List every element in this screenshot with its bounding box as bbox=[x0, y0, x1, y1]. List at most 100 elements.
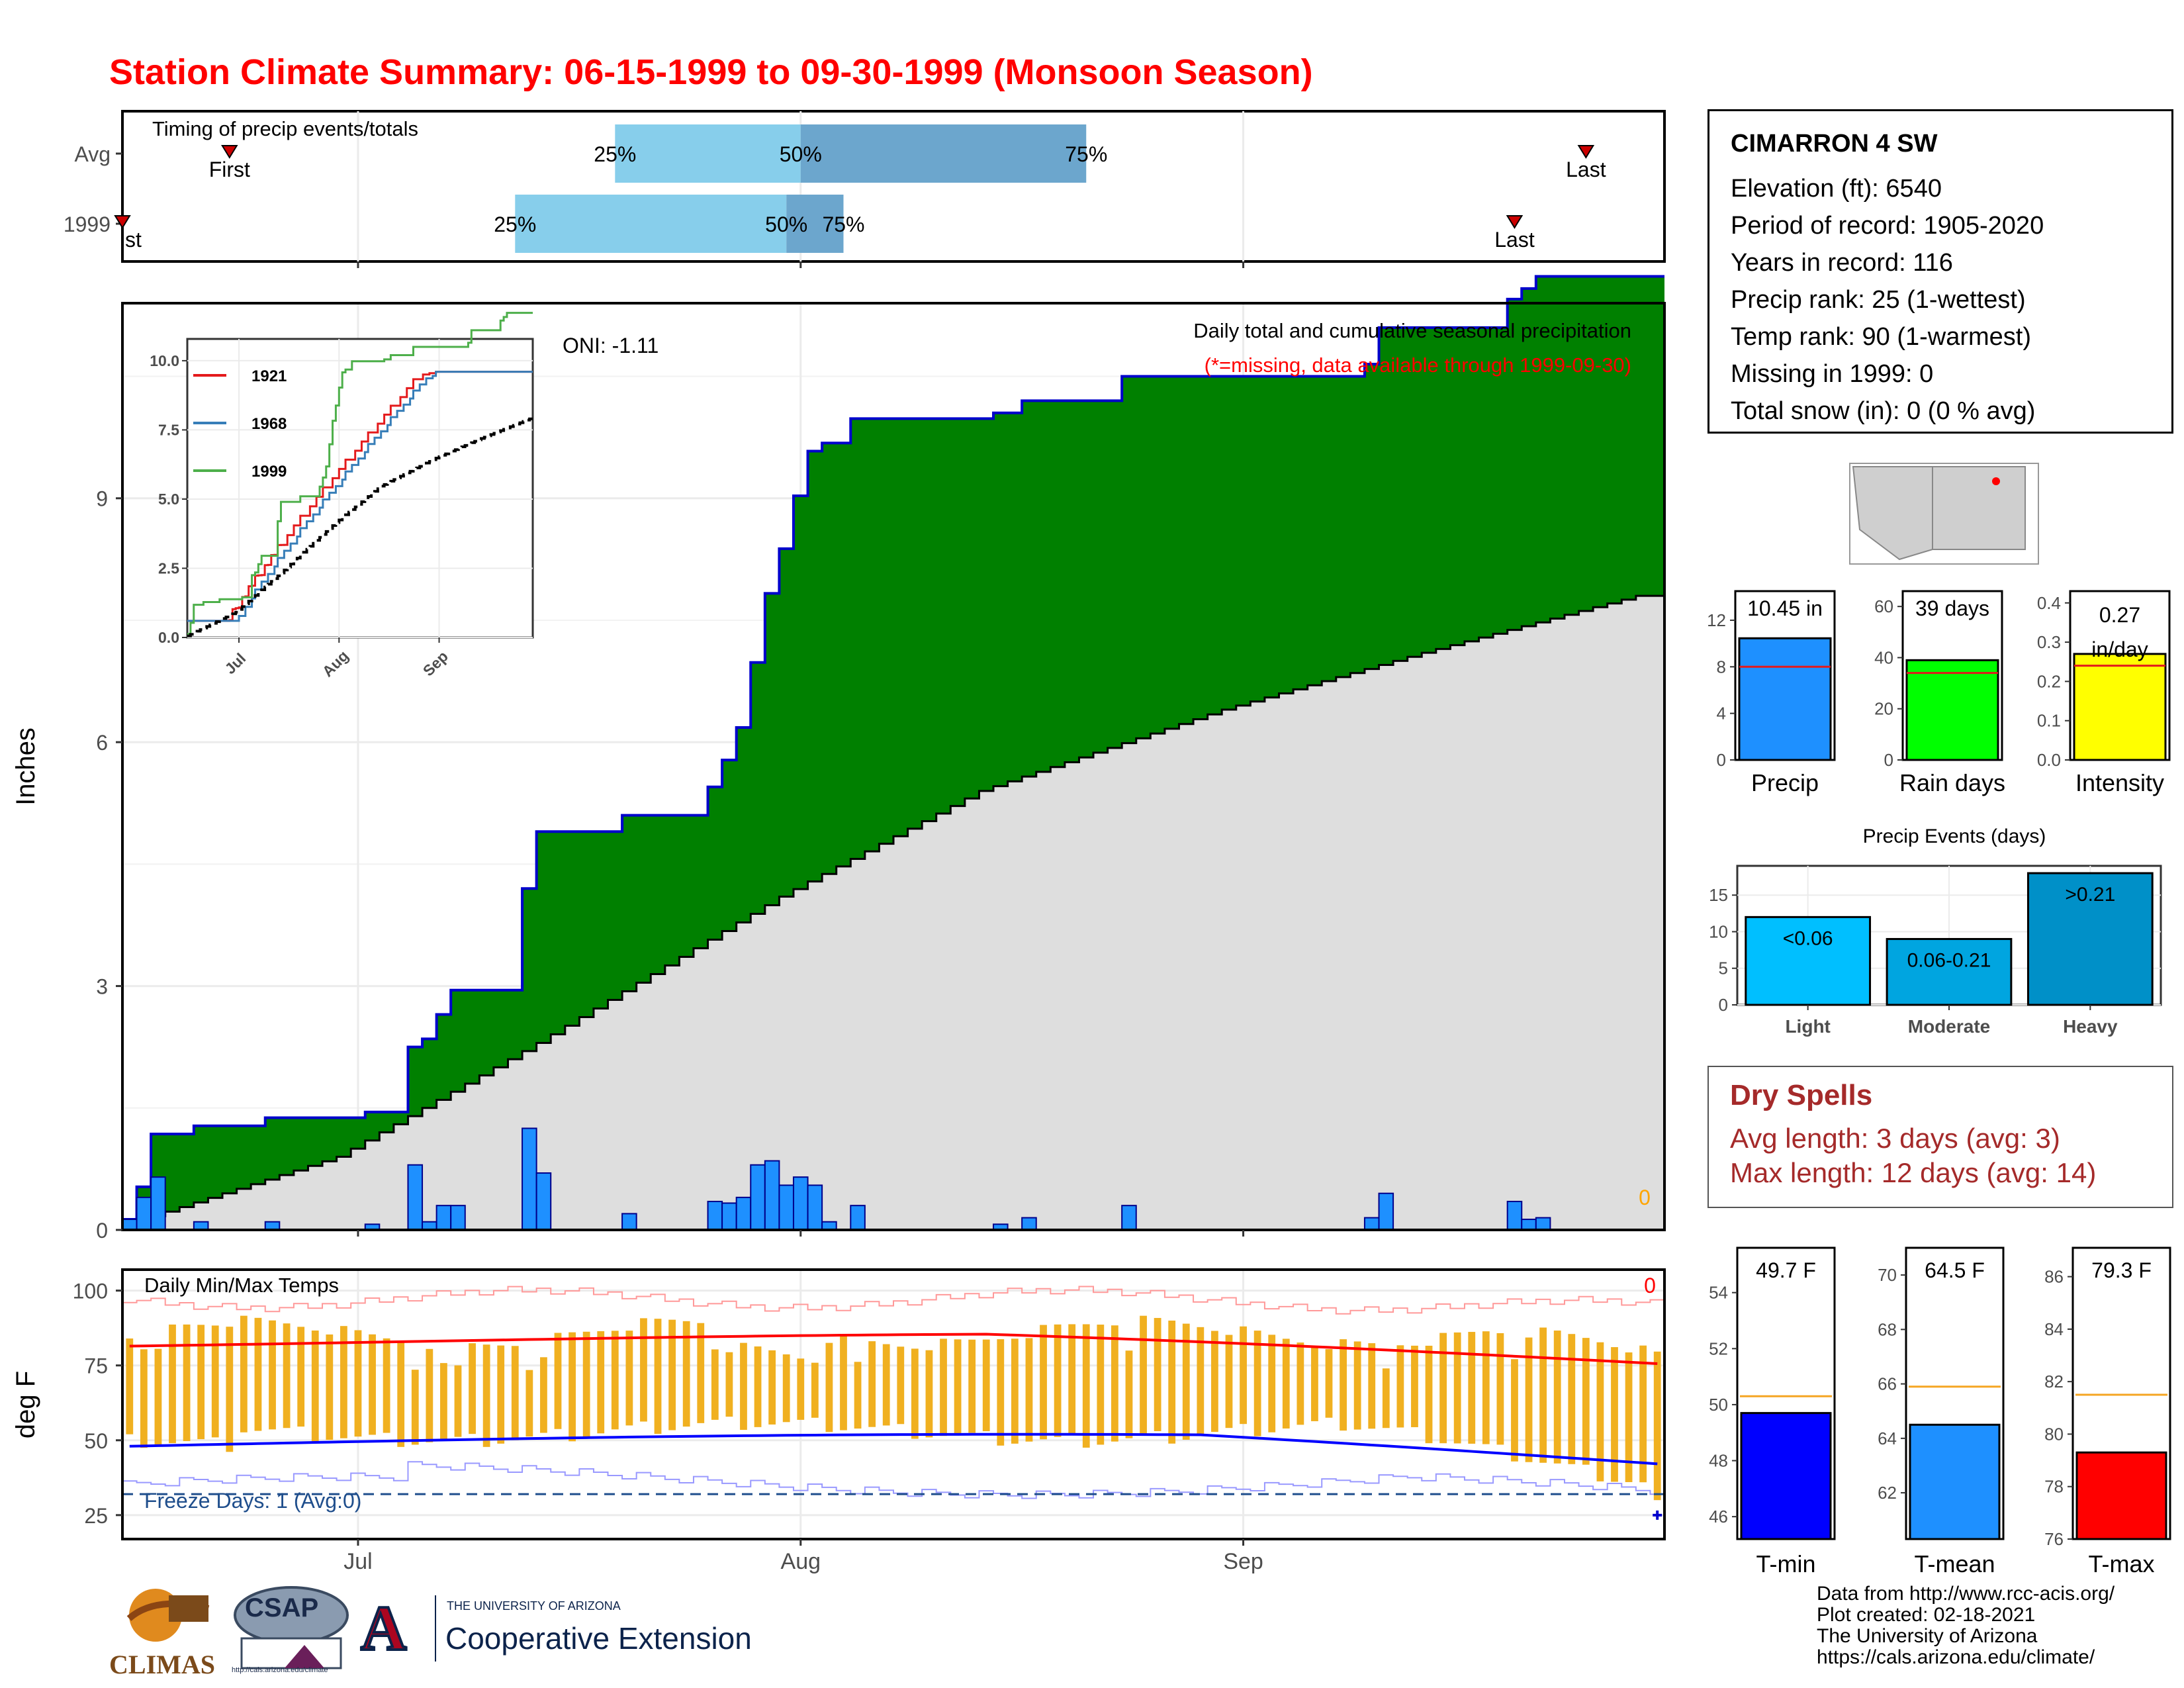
temp-summary-bar bbox=[1909, 1423, 2001, 1540]
daily-temp-bar bbox=[269, 1320, 276, 1430]
temps-panel-bg bbox=[122, 1270, 1664, 1539]
daily-temp-bar bbox=[497, 1345, 505, 1444]
temps-x-tick-label: Jul bbox=[343, 1549, 372, 1574]
precip-y-tick-label: 3 bbox=[96, 975, 108, 999]
precip-events-title: Precip Events (days) bbox=[1863, 825, 2046, 847]
timing-first-marker bbox=[221, 145, 238, 159]
inset-legend-label: 1968 bbox=[251, 415, 287, 433]
daily-temp-bar bbox=[1240, 1326, 1247, 1425]
daily-precip-bar bbox=[721, 1202, 737, 1231]
daily-temp-bar bbox=[369, 1334, 376, 1435]
station-info-box: CIMARRON 4 SW Elevation (ft): 6540 Perio… bbox=[1707, 109, 2173, 434]
daily-temp-bar bbox=[140, 1349, 148, 1448]
oni-label: ONI: -1.11 bbox=[563, 334, 659, 357]
timing-bar-q50-q75 bbox=[786, 195, 844, 253]
daily-temp-bar bbox=[511, 1346, 519, 1440]
daily-temp-bar bbox=[126, 1338, 134, 1434]
freeze-day-marker bbox=[1653, 1510, 1662, 1520]
summary-y-tick-label: 60 bbox=[1874, 596, 1893, 616]
daily-temp-bar bbox=[797, 1358, 805, 1420]
precip-normal-line bbox=[122, 594, 1664, 1227]
summary-bar bbox=[2073, 653, 2167, 761]
daily-temp-bar bbox=[354, 1330, 362, 1437]
precip-y-tick-label: 6 bbox=[96, 731, 108, 755]
temp-summary-y-tick-label: 52 bbox=[1709, 1338, 1728, 1358]
daily-temp-bar bbox=[469, 1343, 476, 1434]
precip-events-bar bbox=[1886, 938, 2013, 1006]
daily-temp-bar bbox=[1553, 1331, 1561, 1464]
daily-temp-bar bbox=[183, 1324, 191, 1442]
precip-y-tick-label: 0 bbox=[96, 1219, 108, 1243]
dry-spells-title: Dry Spells bbox=[1730, 1079, 1873, 1111]
daily-temp-bar bbox=[868, 1341, 876, 1427]
daily-temp-bar bbox=[768, 1350, 776, 1425]
inset-y-tick-label: 0.0 bbox=[158, 629, 179, 646]
daily-temp-bar bbox=[440, 1363, 447, 1440]
station-precip-rank: Precip rank: 25 (1-wettest) bbox=[1731, 286, 2026, 314]
footer-credits: Data from http://www.rcc-acis.org/ Plot … bbox=[1817, 1583, 2115, 1668]
daily-temp-bar bbox=[1340, 1339, 1347, 1431]
precip-events-y-tick-label: 15 bbox=[1709, 885, 1728, 905]
daily-temp-bar bbox=[982, 1339, 990, 1432]
precip-chart-title: Daily total and cumulative seasonal prec… bbox=[1193, 319, 1631, 342]
daily-precip-bar bbox=[621, 1213, 637, 1231]
precip-events-y-tick-label: 5 bbox=[1719, 959, 1728, 978]
daily-temp-bar bbox=[1182, 1323, 1190, 1440]
daily-precip-bar bbox=[1121, 1205, 1137, 1231]
daily-precip-bar bbox=[535, 1172, 552, 1231]
daily-temp-bar bbox=[1368, 1343, 1376, 1429]
temp-summary-y-tick-label: 76 bbox=[2044, 1529, 2064, 1549]
daily-temp-bar bbox=[1482, 1331, 1490, 1444]
precip-panel-frame bbox=[121, 302, 1666, 1231]
climas-logo: CLIMAS bbox=[109, 1582, 218, 1679]
precip-events-y-tick-label: 10 bbox=[1709, 921, 1728, 941]
climas-logo-mark bbox=[126, 1589, 210, 1642]
station-period: Period of record: 1905-2020 bbox=[1731, 212, 2044, 240]
inset-series-line bbox=[187, 312, 533, 635]
inset-normal-line bbox=[187, 417, 533, 637]
daily-temp-bar bbox=[1140, 1315, 1147, 1435]
timing-bar-q50-q75 bbox=[800, 124, 1087, 183]
daily-temp-bar bbox=[725, 1352, 733, 1417]
temps-missing-count: 0 bbox=[1644, 1274, 1656, 1297]
station-elevation: Elevation (ft): 6540 bbox=[1731, 175, 1942, 203]
ua-logo-letter: A bbox=[359, 1591, 408, 1665]
inset-y-tick-label: 7.5 bbox=[158, 421, 179, 438]
map-state-new-mexico bbox=[1932, 466, 2026, 550]
timing-first-label: st bbox=[125, 228, 142, 252]
temp-summary-y-tick-label: 66 bbox=[1878, 1374, 1897, 1394]
timing-last-label: Last bbox=[1566, 158, 1606, 181]
timing-first-label: First bbox=[209, 158, 250, 181]
daily-precip-bar bbox=[850, 1205, 866, 1231]
daily-temp-bar bbox=[1396, 1345, 1404, 1428]
daily-precip-bar bbox=[735, 1196, 752, 1231]
daily-precip-bar bbox=[1363, 1217, 1380, 1231]
daily-temp-bar bbox=[154, 1348, 162, 1446]
summary-y-tick-label: 12 bbox=[1707, 610, 1726, 630]
temps-y-tick-label: 75 bbox=[84, 1354, 108, 1378]
temp-summary-y-tick-label: 50 bbox=[1709, 1395, 1728, 1415]
daily-temp-bar bbox=[782, 1354, 790, 1423]
daily-temp-bar bbox=[1382, 1368, 1390, 1429]
daily-temp-bar bbox=[1653, 1351, 1661, 1501]
daily-temp-bar bbox=[1582, 1338, 1590, 1465]
daily-temp-bar bbox=[854, 1362, 862, 1429]
daily-temp-bar bbox=[997, 1339, 1005, 1446]
daily-temp-bar bbox=[654, 1319, 662, 1434]
precip-events-bar bbox=[1745, 915, 1872, 1006]
daily-temp-bar bbox=[954, 1339, 962, 1434]
daily-precip-bar bbox=[792, 1176, 809, 1231]
daily-temp-bar bbox=[1168, 1320, 1176, 1444]
summary-y-tick-label: 0.2 bbox=[2037, 671, 2061, 691]
daily-precip-bar bbox=[807, 1184, 823, 1231]
summary-y-tick-label: 40 bbox=[1874, 647, 1893, 667]
daily-temp-bar bbox=[1311, 1346, 1318, 1421]
daily-temp-bar bbox=[697, 1323, 705, 1423]
temp-summary-value-label: 49.7 F bbox=[1756, 1258, 1816, 1282]
daily-temp-bar bbox=[311, 1330, 319, 1442]
daily-temp-bar bbox=[1040, 1325, 1047, 1440]
precip-normal-area bbox=[122, 596, 1664, 1230]
summary-y-tick-label: 8 bbox=[1717, 657, 1726, 677]
temps-y-tick-label: 25 bbox=[84, 1504, 108, 1528]
